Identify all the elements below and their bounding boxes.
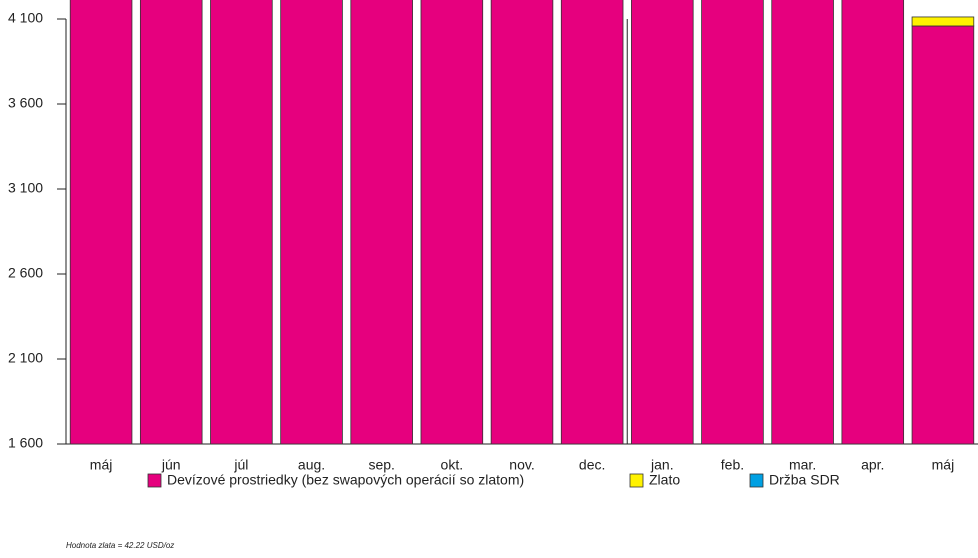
bar-segment	[490, 0, 554, 445]
bar-segment	[350, 0, 413, 445]
bar-segment	[701, 0, 764, 445]
x-tick-label: apr.	[861, 457, 884, 473]
x-tick-label: nov.	[509, 457, 534, 473]
bar-segment	[911, 25, 975, 445]
x-tick-label: dec.	[579, 457, 605, 473]
legend-swatch	[147, 473, 162, 488]
bar-segment	[841, 0, 905, 445]
bar-segment	[911, 16, 975, 27]
bar-segment	[631, 0, 694, 445]
bar-segment	[560, 0, 624, 445]
bar-segment	[771, 0, 834, 445]
x-tick-label: máj	[932, 457, 955, 473]
y-tick-label: 1 600	[8, 435, 43, 451]
y-tick-label: 2 600	[8, 265, 43, 281]
bar-segment	[139, 0, 203, 445]
x-tick-label: jún	[161, 457, 181, 473]
legend-label: Devízové prostriedky (bez swapových oper…	[167, 472, 524, 488]
bar-segment	[420, 0, 484, 445]
legend-swatch	[629, 473, 644, 488]
y-tick-label: 4 100	[8, 10, 43, 26]
y-tick-label: 2 100	[8, 350, 43, 366]
y-tick-label: 3 600	[8, 95, 43, 111]
bar-segment	[69, 0, 133, 445]
legend-label: Držba SDR	[769, 472, 840, 488]
x-tick-label: feb.	[721, 457, 744, 473]
y-tick-label: 3 100	[8, 180, 43, 196]
legend-swatch	[749, 473, 764, 488]
bar-segment	[280, 0, 343, 445]
footnote: Hodnota zlata = 42.22 USD/oz	[66, 541, 174, 550]
legend-label: Zlato	[649, 472, 680, 488]
bar-segment	[210, 0, 273, 445]
x-tick-label: máj	[90, 457, 113, 473]
x-tick-label: mar.	[789, 457, 816, 473]
x-tick-label: aug.	[298, 457, 325, 473]
x-tick-label: jan.	[650, 457, 674, 473]
x-tick-label: okt.	[441, 457, 464, 473]
x-tick-label: júl	[233, 457, 248, 473]
x-tick-label: sep.	[368, 457, 394, 473]
